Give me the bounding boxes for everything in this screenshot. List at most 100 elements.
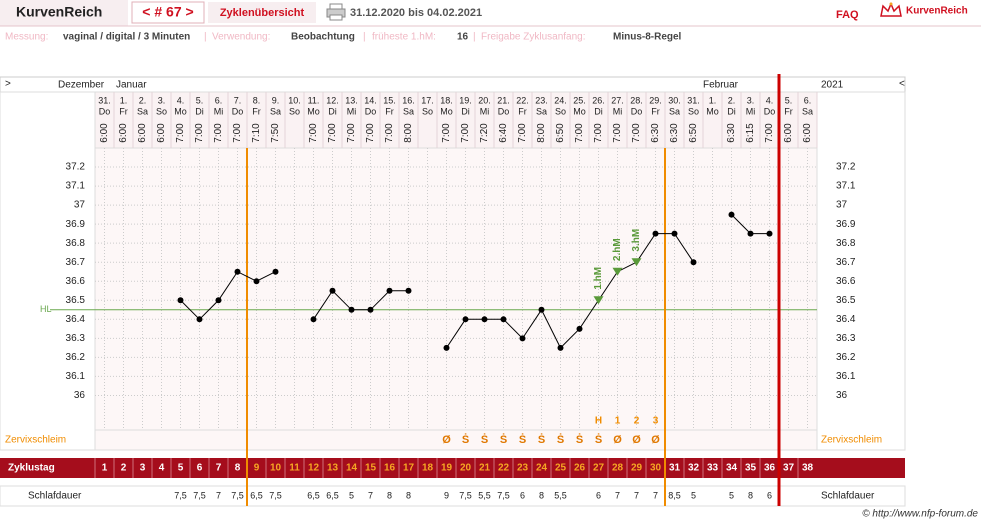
weekday: Mi: [480, 106, 490, 116]
weekday: So: [555, 106, 566, 116]
faq-link[interactable]: FAQ: [836, 9, 859, 21]
day-number: 11.: [308, 95, 320, 105]
day-number: 15.: [383, 95, 396, 105]
weekday: Di: [594, 106, 603, 116]
day-number: 12.: [326, 95, 339, 105]
sleep-value: 6,5: [307, 490, 320, 500]
y-tick-label: 36.7: [66, 257, 86, 268]
weekday: Fr: [119, 106, 128, 116]
weekday: Mi: [347, 106, 357, 116]
temperature-point: [747, 230, 754, 237]
cycle-day: 35: [745, 463, 757, 474]
sleep-row: [0, 485, 906, 507]
date-range: 31.12.2020 bis 04.02.2021: [350, 7, 482, 19]
day-number: 23.: [535, 95, 548, 105]
measure-time: 6:00: [137, 123, 148, 143]
sleep-label: Schlafdauer: [821, 491, 875, 502]
cycle-day-row: [0, 458, 905, 478]
weekday: Fr: [385, 106, 394, 116]
temperature-point: [367, 306, 374, 313]
cycle-day: 13: [327, 463, 339, 474]
measure-time: 7:50: [270, 123, 281, 143]
left-panel: [0, 91, 96, 451]
day-number: 19.: [459, 95, 472, 105]
y-tick-label: 36.9: [66, 219, 86, 230]
cycle-day: 11: [289, 463, 300, 474]
temperature-point: [177, 297, 184, 304]
cycle-day: 25: [555, 463, 567, 474]
cycle-day: 27: [593, 463, 605, 474]
weekday: So: [289, 106, 300, 116]
cycle-day: 3: [140, 463, 146, 474]
cervix-value: Ø: [632, 434, 641, 446]
measure-time: 7:00: [175, 123, 186, 143]
cycle-day: 12: [308, 463, 320, 474]
cycle-day: 15: [365, 463, 377, 474]
measure-time: 6:00: [99, 123, 110, 143]
weekday: Do: [99, 106, 111, 116]
cervix-value: Ø: [651, 434, 660, 446]
y-tick-label: 36: [74, 390, 86, 401]
day-number: 26.: [592, 95, 605, 105]
weekday: Di: [727, 106, 736, 116]
measure-time: 6:30: [726, 123, 737, 143]
cycle-day: 21: [479, 463, 491, 474]
cycle-day: 2: [121, 463, 127, 474]
y-tick-label: 37.2: [66, 162, 86, 173]
cycle-day: 29: [631, 463, 643, 474]
sleep-value: 6: [520, 490, 525, 500]
day-number: 6.: [215, 95, 223, 105]
cycle-day: 34: [726, 463, 738, 474]
cycle-day: 1: [102, 463, 108, 474]
measure-time: 7:00: [232, 123, 243, 143]
y-tick-label: 36.8: [836, 238, 856, 249]
cycle-day: 23: [517, 463, 529, 474]
day-number: 3.: [158, 95, 166, 105]
cycle-day: 20: [460, 463, 472, 474]
temperature-point: [310, 316, 317, 323]
overview-tab[interactable]: [208, 2, 316, 23]
weekday: Sa: [669, 106, 680, 116]
temperature-point: [766, 230, 773, 237]
brand-tab: [0, 0, 128, 26]
sleep-value: 7,5: [269, 490, 282, 500]
sleep-label: Schlafdauer: [28, 491, 82, 502]
day-number: 30.: [668, 95, 681, 105]
temperature-point: [481, 316, 488, 323]
cycle-nav[interactable]: < # 67 >: [142, 4, 193, 20]
temperature-point: [462, 316, 469, 323]
cervix-value: Ṡ: [595, 433, 602, 446]
day-number: 14.: [364, 95, 377, 105]
measure-time: 6:00: [118, 123, 129, 143]
sleep-value: 7,5: [174, 490, 187, 500]
cycle-day: 32: [688, 463, 700, 474]
day-number: 31.: [687, 95, 700, 105]
temperature-line: [313, 289, 409, 320]
day-number: 6.: [804, 95, 812, 105]
print-icon[interactable]: [326, 3, 346, 21]
temperature-point: [538, 306, 545, 313]
day-number: 21.: [497, 95, 510, 105]
weekday: So: [156, 106, 167, 116]
cervix-value: Ṡ: [519, 433, 526, 446]
measure-time: 7:00: [460, 123, 471, 143]
cycle-nav-box[interactable]: [131, 1, 205, 24]
day-number: 4.: [766, 95, 774, 105]
measure-time: 6:00: [156, 123, 167, 143]
logo[interactable]: KurvenReich: [906, 6, 968, 17]
weekday: Fr: [252, 106, 261, 116]
measure-time: 7:20: [479, 123, 490, 143]
sleep-value: 7,5: [193, 490, 206, 500]
chart: > <Dezember Januar Februar 202131.Do6:001.Fr…: [0, 74, 906, 507]
cervix-value: Ṡ: [481, 433, 488, 446]
overview-link[interactable]: Zyklenübersicht: [220, 7, 305, 19]
peak-marker: H: [595, 416, 602, 427]
y-tick-label: 36.6: [836, 276, 856, 287]
cycle-day: 6: [197, 463, 203, 474]
day-number: 28.: [630, 95, 643, 105]
cervix-value: Ṡ: [462, 433, 469, 446]
weekday: Mo: [440, 106, 453, 116]
y-tick-label: 36.2: [66, 352, 86, 363]
day-number: 5.: [785, 95, 793, 105]
